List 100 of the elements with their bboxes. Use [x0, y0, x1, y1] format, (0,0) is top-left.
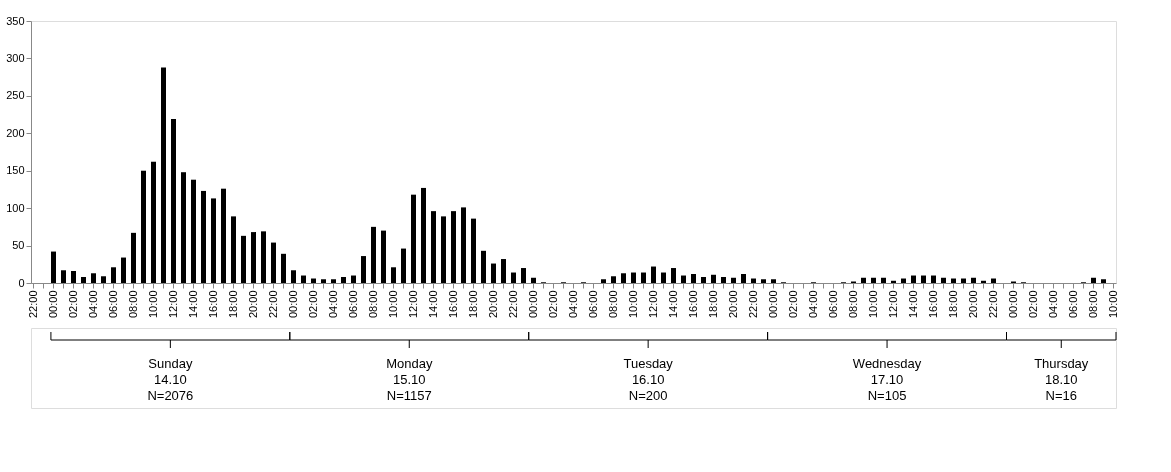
bar	[761, 279, 766, 283]
bar	[431, 211, 436, 283]
x-tick-label: 06:00	[106, 290, 119, 319]
bar	[261, 231, 266, 283]
bar	[151, 161, 156, 283]
bar	[751, 278, 756, 283]
x-tick-label: 22:00	[746, 290, 759, 319]
x-tick-label: 02:00	[1026, 290, 1039, 319]
y-tick-label: 300	[6, 51, 25, 64]
bar	[861, 277, 866, 283]
x-tick-label: 10:00	[386, 290, 399, 319]
bar	[901, 278, 906, 283]
x-tick-label: 18:00	[466, 290, 479, 319]
x-tick-label: 00:00	[286, 290, 299, 319]
x-tick-label: 08:00	[846, 290, 859, 319]
bar	[111, 267, 116, 283]
bar	[341, 277, 346, 283]
bar	[161, 67, 166, 283]
bar	[1101, 279, 1106, 283]
bar	[181, 172, 186, 283]
bar	[631, 272, 636, 283]
x-tick-label: 00:00	[1006, 290, 1019, 319]
x-tick-label: 18:00	[946, 290, 959, 319]
bar	[201, 190, 206, 283]
bar	[691, 274, 696, 283]
bar	[231, 216, 236, 283]
bar	[191, 179, 196, 283]
bar	[891, 280, 896, 283]
bar	[961, 278, 966, 283]
bar	[371, 226, 376, 283]
bar	[91, 273, 96, 283]
x-tick-label: 12:00	[886, 290, 899, 319]
bar	[531, 277, 536, 283]
x-tick-label: 12:00	[646, 290, 659, 319]
bar	[491, 263, 496, 283]
bar	[131, 232, 136, 283]
bar	[671, 268, 676, 283]
bar	[421, 187, 426, 283]
x-tick-label: 22:00	[26, 290, 39, 319]
text: Thursday 18.10 N=16	[1034, 356, 1089, 403]
bar	[401, 248, 406, 283]
bar	[701, 277, 706, 283]
x-tick-label: 10:00	[146, 290, 159, 319]
x-tick-label: 00:00	[526, 290, 539, 319]
bar	[121, 257, 126, 283]
x-tick-label: 08:00	[126, 290, 139, 319]
bar	[951, 278, 956, 283]
bar	[141, 170, 146, 283]
bar	[381, 230, 386, 283]
x-tick-label: 18:00	[706, 290, 719, 319]
text: Monday 15.10 N=1157	[386, 356, 433, 403]
bar	[521, 268, 526, 283]
x-tick-label: 16:00	[446, 290, 459, 319]
x-tick-label: 14:00	[666, 290, 679, 319]
bar	[271, 242, 276, 283]
x-tick-label: 04:00	[1046, 290, 1059, 319]
bar	[301, 275, 306, 283]
bar	[411, 194, 416, 283]
bar	[651, 266, 656, 283]
x-tick-label: 20:00	[726, 290, 739, 319]
bar	[991, 278, 996, 283]
bar	[471, 218, 476, 283]
y-tick-label: 0	[18, 276, 25, 289]
bar	[221, 188, 226, 283]
text: Sunday 14.10 N=2076	[147, 356, 194, 403]
x-tick-label: 20:00	[246, 290, 259, 319]
bar	[461, 207, 466, 283]
x-tick-label: 08:00	[1086, 290, 1099, 319]
x-tick-label: 14:00	[906, 290, 919, 319]
bar	[501, 259, 506, 283]
bar	[61, 270, 66, 283]
x-tick-label: 04:00	[566, 290, 579, 319]
x-tick-label: 20:00	[966, 290, 979, 319]
bar	[911, 275, 916, 283]
bar	[721, 277, 726, 283]
x-tick-label: 10:00	[1106, 290, 1119, 319]
bar	[711, 274, 716, 283]
bar	[391, 267, 396, 283]
bar	[681, 275, 686, 283]
bar	[931, 275, 936, 283]
bar	[451, 211, 456, 283]
text: Wednesday 17.10 N=105	[852, 356, 922, 403]
bar	[351, 275, 356, 283]
y-tick-label: 100	[6, 201, 25, 214]
y-tick-label: 250	[6, 89, 25, 102]
bar	[361, 256, 366, 283]
x-tick-label: 02:00	[786, 290, 799, 319]
bar	[741, 274, 746, 283]
x-tick-label: 06:00	[346, 290, 359, 319]
x-tick-label: 00:00	[766, 290, 779, 319]
x-tick-label: 04:00	[806, 290, 819, 319]
bar	[981, 280, 986, 283]
x-tick-label: 22:00	[506, 290, 519, 319]
bar	[611, 276, 616, 283]
bar	[481, 250, 486, 283]
x-tick-label: 12:00	[406, 290, 419, 319]
bar	[281, 253, 286, 283]
bar	[241, 235, 246, 283]
x-tick-label: 22:00	[986, 290, 999, 319]
bar	[81, 277, 86, 283]
